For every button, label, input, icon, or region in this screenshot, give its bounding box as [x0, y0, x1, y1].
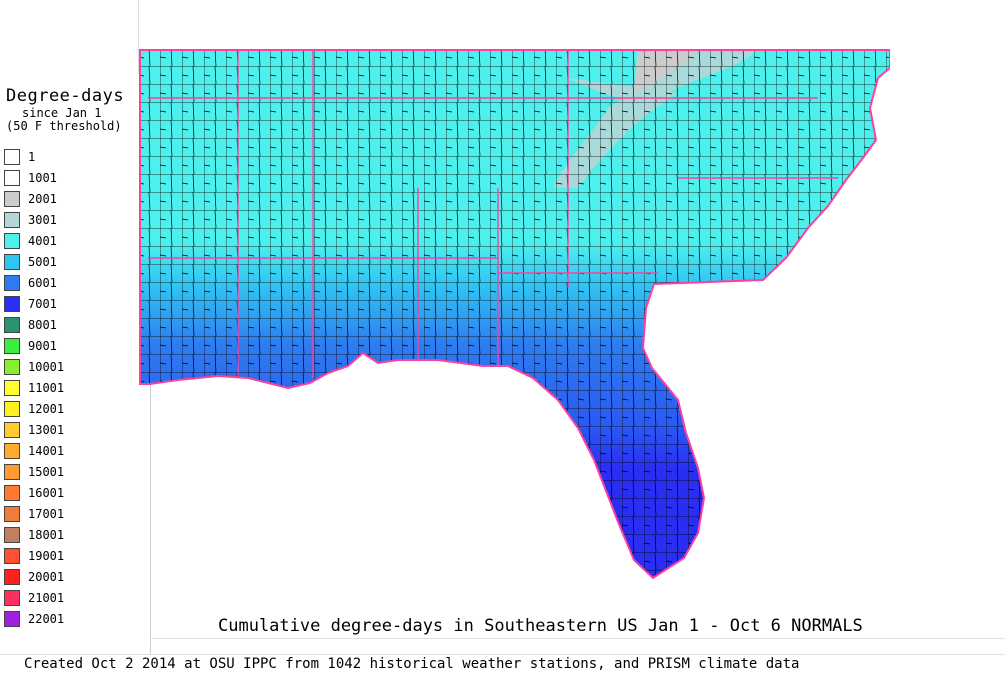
legend-item: 16001: [4, 482, 64, 503]
legend-label: 7001: [28, 296, 57, 311]
legend-swatch: [4, 316, 20, 333]
legend-swatch: [4, 169, 20, 186]
legend-item: 5001: [4, 251, 64, 272]
legend-label: 17001: [28, 506, 65, 521]
map-title: Cumulative degree-days in Southeastern U…: [218, 616, 863, 636]
legend-swatch: [4, 547, 20, 564]
legend-item: 18001: [4, 524, 64, 545]
legend-item: 22001: [4, 608, 64, 629]
legend-item: 20001: [4, 566, 64, 587]
legend-label: 3001: [28, 212, 57, 227]
legend-swatch: [4, 442, 20, 459]
legend-label: 22001: [28, 611, 65, 626]
legend-swatch: [4, 589, 20, 606]
legend-label: 1001: [28, 170, 57, 185]
legend-label: 14001: [28, 443, 65, 458]
legend-label: 2001: [28, 191, 57, 206]
legend-label: 5001: [28, 254, 57, 269]
legend-subtitle-threshold: (50 F threshold): [6, 119, 122, 133]
legend-label: 16001: [28, 485, 65, 500]
legend-item: 8001: [4, 314, 64, 335]
credit-line: Created Oct 2 2014 at OSU IPPC from 1042…: [24, 656, 800, 672]
legend-item: 12001: [4, 398, 64, 419]
legend-item: 21001: [4, 587, 64, 608]
legend-panel: Degree-days since Jan 1 (50 F threshold)…: [0, 74, 151, 654]
legend-swatch: [4, 337, 20, 354]
legend-label: 12001: [28, 401, 65, 416]
legend-label: 18001: [28, 527, 65, 542]
footer-divider-upper: [150, 638, 1005, 639]
legend-swatch: [4, 526, 20, 543]
legend-item: 6001: [4, 272, 64, 293]
legend-item: 13001: [4, 419, 64, 440]
legend-item: 14001: [4, 440, 64, 461]
legend-item: 10001: [4, 356, 64, 377]
legend-label: 21001: [28, 590, 65, 605]
legend-swatch: [4, 232, 20, 249]
legend-item: 7001: [4, 293, 64, 314]
legend-label: 8001: [28, 317, 57, 332]
legend-item: 9001: [4, 335, 64, 356]
legend-item: 15001: [4, 461, 64, 482]
legend-swatch: [4, 190, 20, 207]
legend-label: 13001: [28, 422, 65, 437]
legend-item: 11001: [4, 377, 64, 398]
legend-label: 9001: [28, 338, 57, 353]
legend-swatch: [4, 295, 20, 312]
legend-item: 3001: [4, 209, 64, 230]
legend-swatch: [4, 421, 20, 438]
legend-label: 4001: [28, 233, 57, 248]
legend-swatch: [4, 253, 20, 270]
legend-label: 1: [28, 149, 36, 164]
degree-day-map: [139, 49, 890, 579]
legend-swatch: [4, 568, 20, 585]
legend-label: 10001: [28, 359, 65, 374]
legend-swatch: [4, 610, 20, 627]
legend-title: Degree-days: [6, 86, 125, 106]
legend-label: 19001: [28, 548, 65, 563]
footer-divider-lower: [0, 654, 1005, 655]
legend-swatch: [4, 505, 20, 522]
legend-swatch: [4, 463, 20, 480]
legend-swatch: [4, 148, 20, 165]
legend-item: 4001: [4, 230, 64, 251]
legend-item: 1: [4, 146, 64, 167]
legend-label: 15001: [28, 464, 65, 479]
legend-swatch: [4, 379, 20, 396]
legend-label: 20001: [28, 569, 65, 584]
legend-item: 19001: [4, 545, 64, 566]
legend-item: 17001: [4, 503, 64, 524]
legend-swatch: [4, 358, 20, 375]
legend-subtitle-since: since Jan 1: [22, 106, 102, 120]
legend-swatch: [4, 400, 20, 417]
legend-label: 11001: [28, 380, 65, 395]
legend-items: 1 1001 2001 3001 4001 5001 6001 7001 8001 9001 100…: [4, 146, 64, 629]
legend-item: 1001: [4, 167, 64, 188]
legend-swatch: [4, 274, 20, 291]
legend-item: 2001: [4, 188, 64, 209]
legend-swatch: [4, 211, 20, 228]
legend-label: 6001: [28, 275, 57, 290]
top-left-panel: [0, 0, 139, 75]
legend-swatch: [4, 484, 20, 501]
